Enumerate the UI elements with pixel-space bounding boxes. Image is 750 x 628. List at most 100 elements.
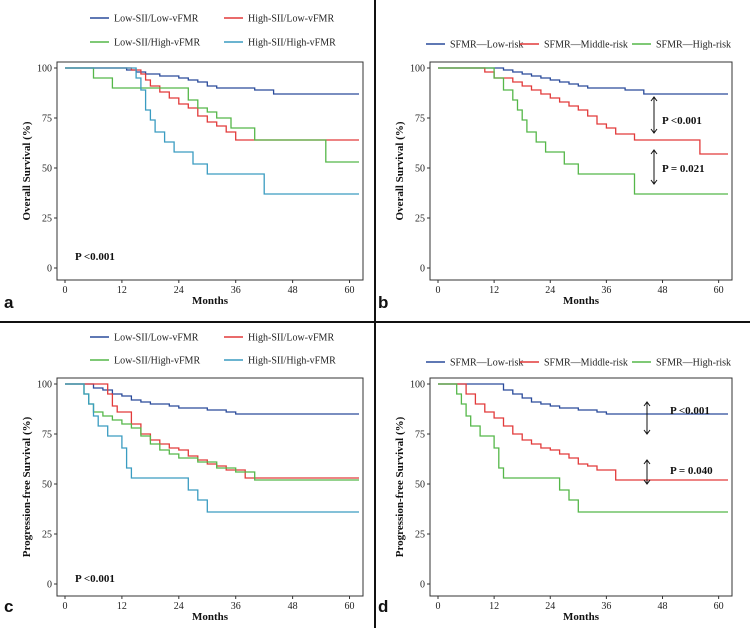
- arrow-head-down-icon: [643, 479, 651, 485]
- x-tick-label: 36: [601, 601, 611, 612]
- y-tick-label: 75: [42, 114, 52, 125]
- y-tick-label: 25: [42, 530, 52, 541]
- x-tick-label: 60: [345, 285, 355, 296]
- x-tick-label: 12: [117, 601, 127, 612]
- legend-label: High-SII/Low-vFMR: [248, 14, 334, 25]
- y-tick-label: 0: [47, 580, 52, 591]
- series-line: [438, 67, 728, 195]
- p-value-label: P <0.001: [75, 573, 115, 585]
- y-axis-label: Overall Survival (%): [394, 121, 406, 220]
- x-axis-label: Months: [192, 295, 229, 307]
- y-tick-label: 100: [37, 64, 52, 75]
- legend-label: SFMR—Low-risk: [450, 358, 523, 369]
- legend-label: SFMR—High-risk: [656, 40, 731, 51]
- y-tick-label: 100: [410, 380, 425, 391]
- y-tick-label: 25: [415, 214, 425, 225]
- p-value-label: P <0.001: [75, 251, 115, 263]
- panel-d: 0 25 50 75 100 0 12 24 36 48 60 Months Progression-f…: [378, 358, 733, 623]
- x-tick-label: 48: [658, 601, 668, 612]
- y-tick-label: 75: [415, 430, 425, 441]
- legend-label: Low-SII/Low-vFMR: [114, 333, 199, 344]
- x-tick-label: 60: [714, 285, 724, 296]
- x-tick-label: 24: [545, 285, 555, 296]
- panel-letter: b: [378, 293, 388, 312]
- x-tick-label: 0: [63, 601, 68, 612]
- y-axis-label: Progression-free Survival (%): [394, 416, 406, 557]
- plot-frame: [429, 61, 733, 281]
- y-tick-label: 0: [420, 580, 425, 591]
- legend-label: High-SII/High-vFMR: [248, 38, 336, 49]
- legend-label: Low-SII/High-vFMR: [114, 356, 200, 367]
- legend-label: High-SII/High-vFMR: [248, 356, 336, 367]
- series-line: [65, 383, 359, 513]
- arrow-head-down-icon: [650, 128, 658, 134]
- x-tick-label: 24: [545, 601, 555, 612]
- legend-label: SFMR—High-risk: [656, 358, 731, 369]
- plot-frame: [56, 377, 364, 597]
- legend-label: Low-SII/High-vFMR: [114, 38, 200, 49]
- y-tick-label: 0: [420, 264, 425, 275]
- panel-a: 0 25 50 75 100 0 12 24 36 48 60 Months Overall Survi…: [4, 14, 364, 312]
- y-tick-label: 100: [37, 380, 52, 391]
- series-line: [65, 67, 359, 141]
- panel-letter: d: [378, 597, 388, 616]
- y-tick-label: 75: [415, 114, 425, 125]
- x-axis-label: Months: [563, 611, 600, 623]
- y-tick-label: 50: [42, 480, 52, 491]
- x-tick-label: 48: [658, 285, 668, 296]
- series-line: [438, 383, 728, 481]
- x-axis-label: Months: [563, 295, 600, 307]
- panel-c: 0 25 50 75 100 0 12 24 36 48 60 Months Progression-f…: [4, 333, 364, 623]
- series-line: [65, 67, 359, 163]
- p-value-label: P <0.001: [670, 405, 710, 417]
- y-axis-label: Overall Survival (%): [21, 121, 33, 220]
- series-line: [65, 67, 359, 95]
- x-tick-label: 60: [714, 601, 724, 612]
- series-line: [65, 383, 359, 479]
- x-axis-label: Months: [192, 611, 229, 623]
- y-tick-label: 25: [415, 530, 425, 541]
- series-line: [65, 67, 359, 195]
- y-tick-label: 25: [42, 214, 52, 225]
- x-tick-label: 36: [231, 285, 241, 296]
- arrow-head-down-icon: [650, 179, 658, 185]
- x-tick-label: 0: [436, 285, 441, 296]
- x-tick-label: 12: [489, 601, 499, 612]
- panel-letter: a: [4, 293, 14, 312]
- y-tick-label: 50: [415, 480, 425, 491]
- series-line: [438, 67, 728, 155]
- legend-label: Low-SII/Low-vFMR: [114, 14, 199, 25]
- series-line: [438, 67, 728, 95]
- panel-letter: c: [4, 597, 13, 616]
- x-tick-label: 60: [345, 601, 355, 612]
- y-tick-label: 50: [415, 164, 425, 175]
- arrow-head-up-icon: [650, 96, 658, 102]
- plot-frame: [56, 61, 364, 281]
- x-tick-label: 48: [288, 601, 298, 612]
- arrow-head-up-icon: [650, 149, 658, 155]
- x-tick-label: 12: [489, 285, 499, 296]
- y-tick-label: 50: [42, 164, 52, 175]
- y-tick-label: 0: [47, 264, 52, 275]
- p-value-label: P = 0.040: [670, 465, 713, 477]
- x-tick-label: 24: [174, 601, 184, 612]
- p-value-label: P = 0.021: [662, 163, 705, 175]
- arrow-head-up-icon: [643, 401, 651, 407]
- x-tick-label: 12: [117, 285, 127, 296]
- series-line: [438, 383, 728, 513]
- x-tick-label: 36: [231, 601, 241, 612]
- x-tick-label: 48: [288, 285, 298, 296]
- series-line: [438, 383, 728, 415]
- x-tick-label: 0: [63, 285, 68, 296]
- arrow-head-up-icon: [643, 459, 651, 465]
- series-line: [65, 383, 359, 415]
- legend-label: SFMR—Middle-risk: [544, 358, 628, 369]
- y-axis-label: Progression-free Survival (%): [21, 416, 33, 557]
- y-tick-label: 75: [42, 430, 52, 441]
- legend-label: SFMR—Low-risk: [450, 40, 523, 51]
- plot-frame: [429, 377, 733, 597]
- arrow-head-down-icon: [643, 429, 651, 435]
- series-line: [65, 383, 359, 481]
- x-tick-label: 24: [174, 285, 184, 296]
